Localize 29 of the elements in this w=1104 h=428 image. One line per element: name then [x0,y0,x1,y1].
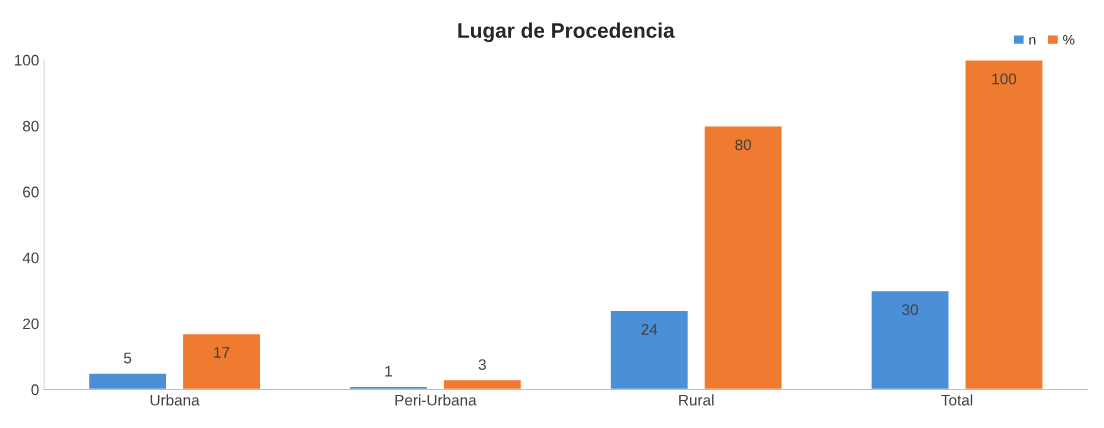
bar [703,125,783,390]
legend-label: % [1063,34,1075,45]
bar [964,59,1044,390]
data-label: 3 [478,359,486,370]
y-tick-label: 20 [23,318,39,330]
data-label: 24 [641,323,658,335]
data-label: 17 [214,347,230,358]
x-tick-label: Rural [679,394,714,406]
bar [870,289,950,390]
bar [348,385,429,390]
data-label: 100 [992,73,1017,85]
data-label: 30 [902,304,918,316]
bar [87,372,168,390]
y-tick-label: 80 [22,120,39,132]
y-tick-label: 0 [31,384,39,396]
y-tick-label: 60 [23,186,39,198]
legend-label: n [1029,37,1036,45]
y-tick-label: 40 [22,252,39,264]
x-tick-label: Urbana [150,394,200,406]
chart-title: Lugar de Procedencia [458,22,675,43]
data-label: 5 [123,352,132,364]
data-label: 1 [385,365,392,377]
bar [181,332,262,390]
data-label: 80 [735,139,752,151]
bar [442,378,523,390]
x-tick-label: Peri-Urbana [395,394,477,406]
y-tick-label: 100 [14,54,39,66]
x-tick-label: Total [941,394,973,406]
bar [609,309,690,390]
